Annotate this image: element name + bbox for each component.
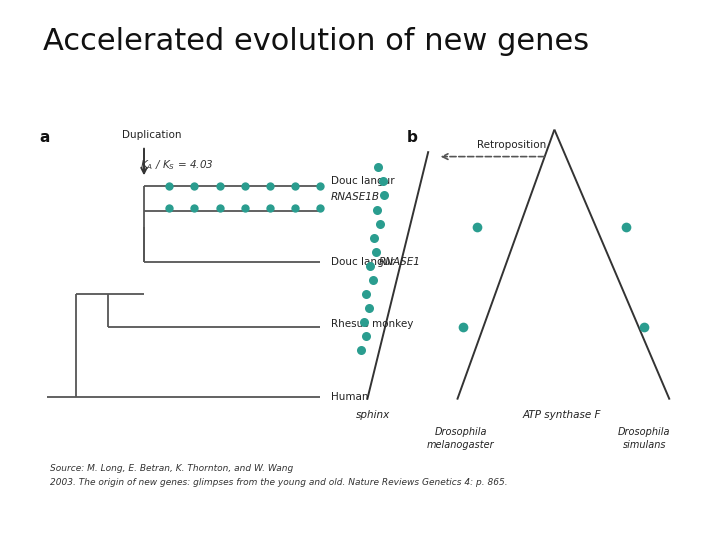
Text: a: a xyxy=(40,130,50,145)
Text: Douc langur: Douc langur xyxy=(331,257,398,267)
Text: b: b xyxy=(407,130,418,145)
Text: sphinx: sphinx xyxy=(356,410,390,421)
Text: Drosophila: Drosophila xyxy=(435,427,487,437)
Text: 2003. The origin of new genes: glimpses from the young and old. Nature Reviews G: 2003. The origin of new genes: glimpses … xyxy=(50,478,508,487)
Text: Rhesus monkey: Rhesus monkey xyxy=(331,319,413,329)
Text: Source: M. Long, E. Betran, K. Thornton, and W. Wang: Source: M. Long, E. Betran, K. Thornton,… xyxy=(50,464,294,474)
Text: Retroposition: Retroposition xyxy=(477,140,546,150)
Text: RNASE1: RNASE1 xyxy=(379,257,420,267)
Text: melanogaster: melanogaster xyxy=(427,440,495,450)
Text: Douc langur: Douc langur xyxy=(331,176,395,186)
Text: RNASE1B: RNASE1B xyxy=(331,192,380,202)
Text: Drosophila: Drosophila xyxy=(618,427,670,437)
Text: ATP synthase F: ATP synthase F xyxy=(522,410,601,421)
Text: Accelerated evolution of new genes: Accelerated evolution of new genes xyxy=(43,27,590,56)
Text: simulans: simulans xyxy=(623,440,666,450)
Text: Human: Human xyxy=(331,392,369,402)
Text: Duplication: Duplication xyxy=(122,130,182,140)
Text: $K_A$ / $K_S$ = 4.03: $K_A$ / $K_S$ = 4.03 xyxy=(140,158,214,172)
